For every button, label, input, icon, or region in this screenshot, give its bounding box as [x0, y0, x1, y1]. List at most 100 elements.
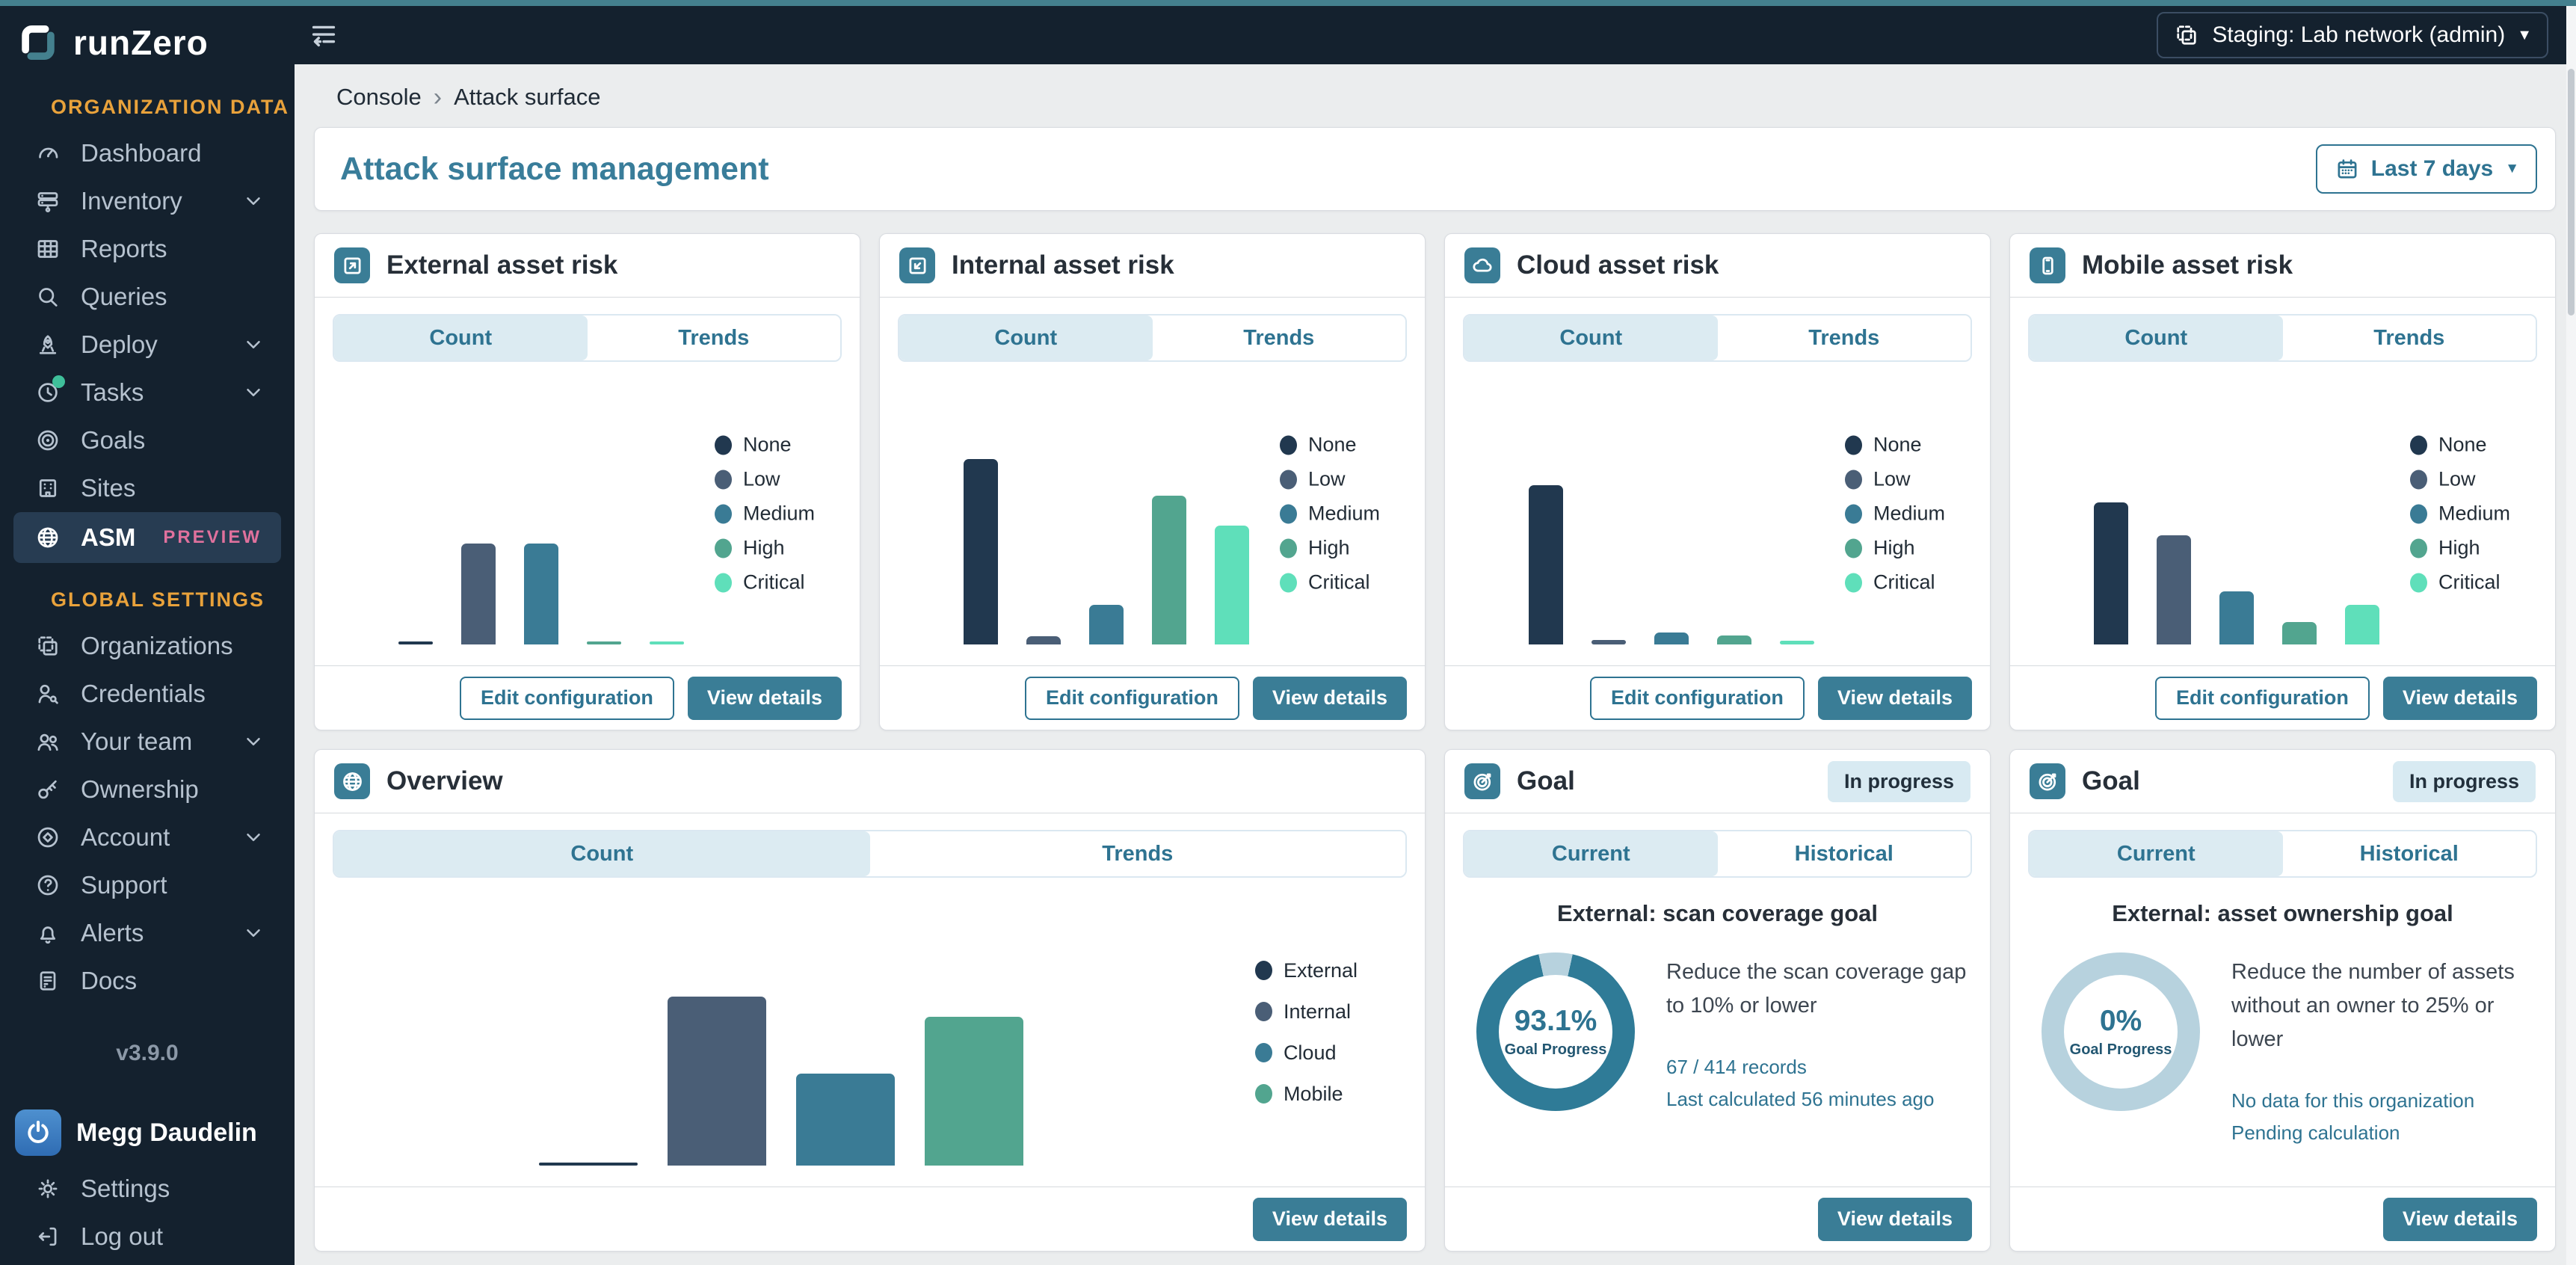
sidebar-item-organizations[interactable]: Organizations [0, 622, 295, 670]
view-details-button[interactable]: View details [1817, 676, 1972, 720]
tab-current[interactable]: Current [1464, 831, 1718, 876]
sidebar-item-label: Queries [81, 283, 167, 310]
legend-dot [1254, 1043, 1272, 1062]
sidebar-nav: ORGANIZATION DATA Dashboard Inventory Repor… [0, 75, 295, 1005]
status-badge: In progress [1827, 760, 1970, 802]
bar-chart: None Low Medium High Critical [1445, 362, 1990, 665]
bar [925, 1017, 1023, 1166]
org-selector-button[interactable]: Staging: Lab network (admin) ▼ [2157, 12, 2548, 58]
legend-item-high: High [1844, 537, 1945, 560]
date-range-button[interactable]: Last 7 days ▼ [2315, 144, 2537, 194]
chart-legend: None Low Medium High Critical [1844, 434, 1945, 594]
sidebar-item-label: Docs [81, 967, 138, 994]
bar [1026, 636, 1061, 644]
sidebar-footer: Settings Log out [0, 1165, 295, 1265]
tab-trends[interactable]: Trends [1152, 316, 1405, 360]
sidebar-item-label: Goals [81, 426, 146, 454]
sidebar-item-inventory[interactable]: Inventory [0, 177, 295, 225]
sidebar-item-credentials[interactable]: Credentials [0, 670, 295, 718]
vertical-scrollbar[interactable] [2566, 6, 2576, 1265]
bar [964, 459, 998, 644]
card-footer: Edit configuration View details [880, 665, 1425, 730]
view-details-button[interactable]: View details [1252, 676, 1407, 720]
view-details-button[interactable]: View details [1817, 1197, 1972, 1241]
legend-dot [1844, 538, 1862, 558]
sidebar-item-alerts[interactable]: Alerts [0, 909, 295, 957]
edit-configuration-button[interactable]: Edit configuration [1589, 676, 1805, 720]
sidebar-item-goals[interactable]: Goals [0, 416, 295, 464]
tab-trends[interactable]: Trends [869, 831, 1405, 876]
tab-count[interactable]: Count [899, 316, 1153, 360]
legend-item-critical: Critical [1279, 571, 1380, 594]
sidebar-collapse-icon[interactable] [306, 18, 341, 52]
sidebar-item-account[interactable]: Account [0, 813, 295, 861]
view-details-button[interactable]: View details [1252, 1197, 1407, 1241]
risk-card-mobile-asset-risk: Mobile asset risk Count Trends None Low Mediu… [2009, 233, 2556, 730]
tab-count[interactable]: Count [2030, 316, 2283, 360]
sidebar-item-tasks[interactable]: Tasks [0, 369, 295, 416]
bar-chart: None Low Medium High Critical [880, 362, 1425, 665]
tab-count[interactable]: Count [334, 316, 588, 360]
chart-legend: External Internal Cloud Mobile [1254, 959, 1358, 1106]
doc-icon [34, 967, 61, 994]
search-icon [34, 283, 61, 310]
tab-current[interactable]: Current [2030, 831, 2283, 876]
sidebar-item-docs[interactable]: Docs [0, 957, 295, 1005]
bar [668, 997, 766, 1166]
risk-card-external-asset-risk: External asset risk Count Trends None Low Med… [314, 233, 860, 730]
tab-count[interactable]: Count [1464, 316, 1718, 360]
chevron-down-icon [242, 333, 265, 356]
tab-trends[interactable]: Trends [587, 316, 840, 360]
sidebar-item-support[interactable]: Support [0, 861, 295, 909]
user-menu[interactable]: Megg Daudelin [0, 1101, 295, 1165]
sidebar-item-log-out[interactable]: Log out [0, 1213, 295, 1261]
edit-configuration-button[interactable]: Edit configuration [459, 676, 674, 720]
goal-icon [2030, 763, 2065, 799]
tabbar: Count Trends [898, 314, 1407, 362]
sidebar-item-dashboard[interactable]: Dashboard [0, 129, 295, 177]
risk-card-cloud-asset-risk: Cloud asset risk Count Trends None Low Medium… [1444, 233, 1991, 730]
sidebar-item-asm[interactable]: ASM PREVIEW [13, 512, 281, 563]
tab-count[interactable]: Count [334, 831, 870, 876]
view-details-button[interactable]: View details [2382, 1197, 2537, 1241]
sidebar-item-deploy[interactable]: Deploy [0, 321, 295, 369]
view-details-button[interactable]: View details [2382, 676, 2537, 720]
tab-trends[interactable]: Trends [2282, 316, 2536, 360]
tab-trends[interactable]: Trends [1717, 316, 1970, 360]
sidebar-item-settings[interactable]: Settings [0, 1165, 295, 1213]
runzero-logo[interactable]: runZero [0, 6, 295, 75]
legend-item-internal: Internal [1254, 1000, 1358, 1024]
bar [1780, 641, 1814, 644]
sidebar-item-your-team[interactable]: Your team [0, 718, 295, 766]
legend-dot [2409, 504, 2427, 523]
tabbar: Current Historical [2028, 830, 2537, 878]
legend-item-critical: Critical [1844, 571, 1945, 594]
sidebar-item-queries[interactable]: Queries [0, 273, 295, 321]
bar [650, 641, 684, 644]
legend-dot [2409, 573, 2427, 592]
tab-historical[interactable]: Historical [1717, 831, 1970, 876]
sidebar-item-sites[interactable]: Sites [0, 464, 295, 512]
avatar [15, 1109, 61, 1156]
sidebar-item-ownership[interactable]: Ownership [0, 766, 295, 813]
power-icon [28, 1121, 49, 1143]
caret-down-icon: ▼ [2517, 26, 2532, 43]
bar [1529, 485, 1563, 644]
sidebar-section-label: GLOBAL SETTINGS [51, 588, 265, 611]
breadcrumb-console[interactable]: Console [336, 84, 422, 110]
legend-dot [1279, 504, 1297, 523]
sidebar-item-label: Support [81, 871, 167, 899]
legend-dot [1254, 961, 1272, 980]
topbar: Staging: Lab network (admin) ▼ [295, 6, 2566, 64]
account-icon [34, 824, 61, 851]
credential-icon [34, 680, 61, 707]
edit-configuration-button[interactable]: Edit configuration [2154, 676, 2370, 720]
view-details-button[interactable]: View details [687, 676, 842, 720]
sidebar-item-label: Credentials [81, 680, 206, 707]
tab-historical[interactable]: Historical [2282, 831, 2536, 876]
cloud-icon [1464, 247, 1500, 283]
edit-configuration-button[interactable]: Edit configuration [1024, 676, 1239, 720]
scrollbar-thumb[interactable] [2568, 69, 2575, 316]
sidebar-item-reports[interactable]: Reports [0, 225, 295, 273]
goal-progress-percent: 0% [2099, 1005, 2142, 1037]
